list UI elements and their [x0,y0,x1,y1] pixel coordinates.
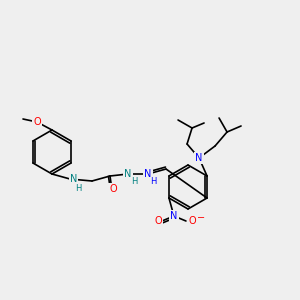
Text: O: O [154,216,162,226]
Text: N: N [144,169,152,179]
Text: N: N [124,169,132,179]
Text: H: H [150,178,156,187]
Text: H: H [131,178,137,187]
Text: O: O [188,216,196,226]
Text: N: N [70,174,77,184]
Text: N: N [195,153,203,163]
Text: H: H [75,184,81,193]
Text: N: N [170,211,178,221]
Text: O: O [33,117,41,127]
Text: −: − [197,213,205,223]
Text: O: O [109,184,117,194]
